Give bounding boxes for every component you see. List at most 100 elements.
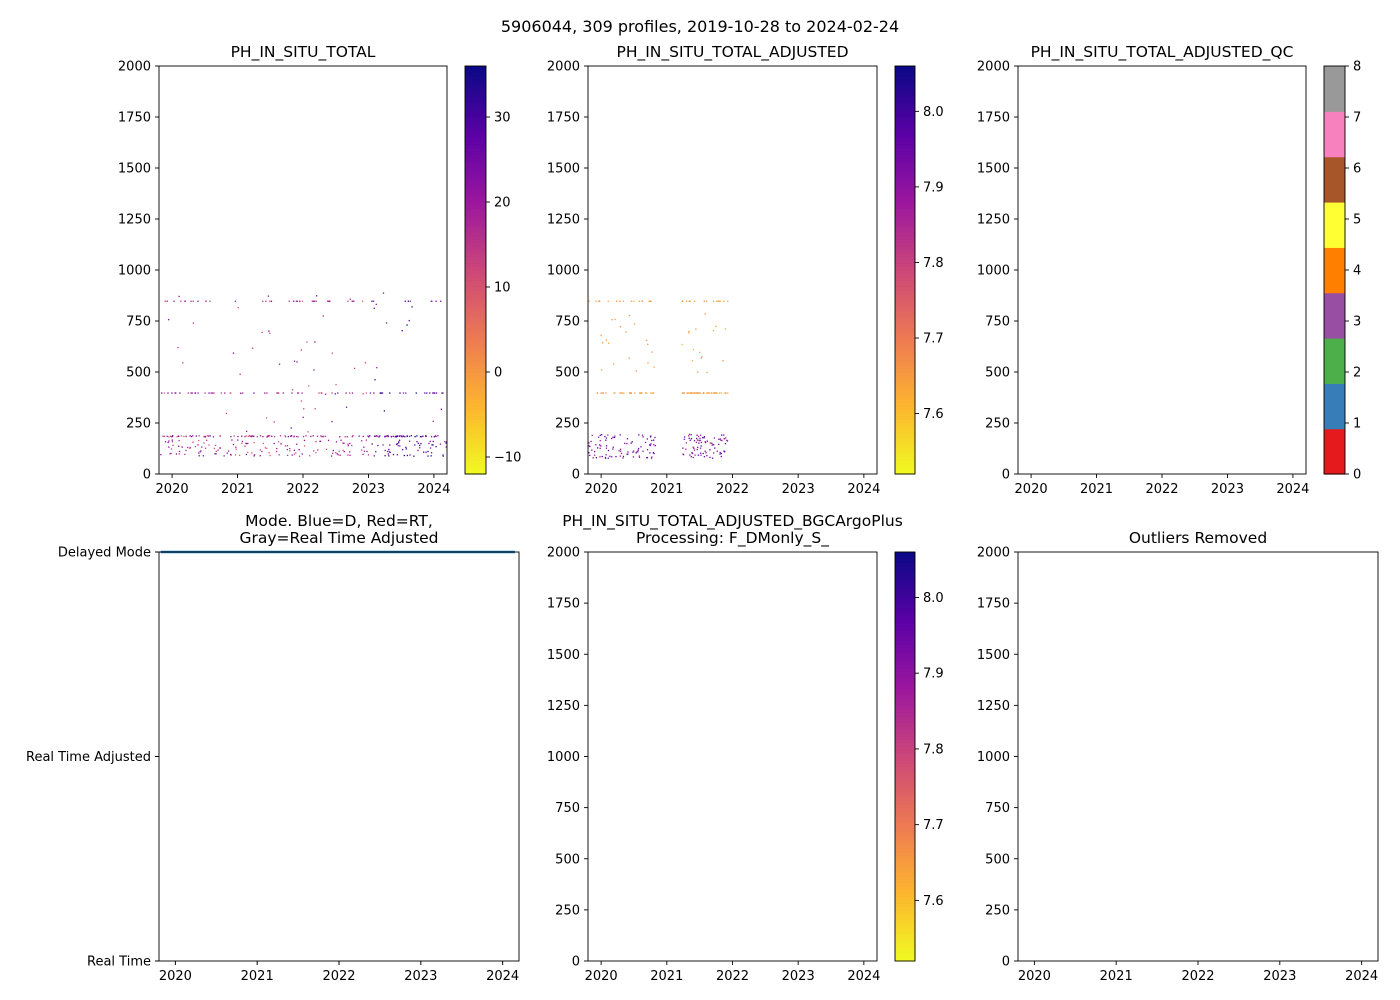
colorbar-segment [895,385,915,390]
colorbar-segment [895,759,915,764]
data-point [599,456,601,458]
data-point [295,452,297,454]
colorbar-segment [895,800,915,805]
data-point [175,453,178,455]
data-point [389,451,391,454]
colorbar-segment [465,385,486,390]
y-tick-label: 1000 [547,750,580,765]
x-tick-label: 2024 [486,969,519,984]
colorbar-segment [465,208,486,213]
y-tick-label: 500 [555,366,580,381]
data-point [377,444,379,447]
data-point [210,392,212,394]
data-point [698,440,701,442]
data-point [339,436,341,438]
data-point [202,455,204,457]
colorbar-segment [465,297,486,302]
colorbar-segment [465,331,486,336]
data-point [269,332,271,334]
data-point [189,435,191,437]
data-point [591,449,593,451]
data-point [292,389,294,391]
data-point [384,449,386,452]
colorbar-segment [895,72,915,77]
data-point [245,453,248,456]
colorbar-segment [895,831,915,836]
data-point [160,453,162,456]
data-point [349,454,351,456]
data-point [246,443,248,445]
y-tick-label: 2000 [547,546,580,561]
data-point [402,435,405,437]
colorbar-segment [895,140,915,145]
suptitle: 5906044, 309 profiles, 2019-10-28 to 202… [501,17,899,36]
data-point [399,392,401,394]
data-point [400,435,403,438]
data-point [266,436,268,438]
y-tick-label: 0 [1002,955,1010,970]
data-point [682,447,684,449]
x-tick-label: 2020 [585,969,618,984]
data-point [374,379,376,381]
data-point [305,435,307,437]
data-point [646,457,649,459]
data-point [692,456,694,459]
data-point [251,347,254,349]
data-point [251,435,253,437]
data-point [404,300,406,302]
colorbar-segment [895,814,915,819]
data-point [347,445,349,447]
colorbar-segment [895,246,915,251]
colorbar-segment [895,722,915,727]
data-point [382,444,384,446]
data-point [419,435,422,438]
colorbar-segment [895,937,915,942]
data-point [699,437,701,440]
data-point [192,435,194,437]
data-point [183,435,185,438]
data-point [681,343,683,346]
data-point [308,385,310,387]
data-point [435,446,437,448]
colorbar-segment [895,609,915,614]
data-point [167,392,169,394]
data-point [588,300,590,302]
data-point [622,455,625,458]
data-point [645,392,648,394]
data-point [204,447,207,449]
data-point [201,446,203,448]
colorbar-segment [895,341,915,346]
data-point [402,392,405,394]
data-point [279,435,282,437]
data-point [325,448,328,451]
colorbar-segment [895,739,915,744]
data-point [588,442,590,444]
data-point [244,436,246,438]
y-tick-label: 500 [126,366,151,381]
colorbar-tick-label: 20 [494,196,511,211]
colorbar-segment [895,416,915,421]
colorbar-segment [895,797,915,802]
colorbar-segment [465,198,486,203]
x-tick-label: 2020 [159,969,192,984]
data-point [390,435,393,438]
data-point [630,300,633,302]
y-tick-label: 1000 [977,264,1010,279]
colorbar-segment [465,151,486,155]
colorbar-segment [465,161,486,166]
colorbar-segment [895,650,915,655]
data-point [262,435,264,438]
colorbar-segment [895,586,915,591]
colorbar-segment [895,106,915,111]
data-point [289,450,291,452]
data-point [647,362,649,364]
data-point [384,435,386,438]
data-point [422,451,425,453]
colorbar-segment [895,599,915,604]
colorbar-segment [895,909,915,914]
data-point [683,438,686,440]
colorbar-segment [465,351,486,356]
data-point [346,436,348,438]
colorbar-segment [895,134,915,138]
colorbar-segment [895,613,915,618]
